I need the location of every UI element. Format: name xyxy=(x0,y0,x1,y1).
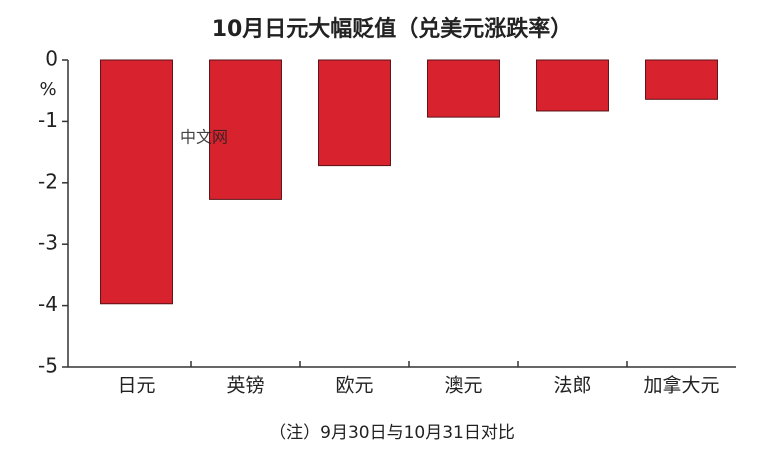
bar xyxy=(536,59,609,112)
x-tick-label: 澳元 xyxy=(444,375,482,397)
y-tick-label: -2 xyxy=(38,169,58,193)
bar xyxy=(318,59,391,167)
note: （注）9月30日与10月31日对比 xyxy=(269,423,515,443)
bar xyxy=(645,59,718,100)
x-tick-label: 加拿大元 xyxy=(643,374,719,397)
bar xyxy=(209,59,282,200)
x-tick-label: 英镑 xyxy=(226,375,264,397)
y-tick-label: -3 xyxy=(38,231,58,255)
chart-title: 10月日元大幅贬值（兑美元涨跌率） xyxy=(212,16,573,42)
x-tick-label: 法郎 xyxy=(553,375,591,397)
bar xyxy=(427,59,500,118)
x-tick-label: 日元 xyxy=(117,375,155,397)
y-tick-label: -5 xyxy=(38,354,58,378)
y-tick-label: -1 xyxy=(38,108,58,132)
y-tick-label: 0 xyxy=(45,47,58,71)
y-unit: % xyxy=(39,79,56,100)
watermark: 中文网 xyxy=(180,128,228,147)
x-tick-label: 欧元 xyxy=(335,375,373,397)
y-tick-label: -4 xyxy=(38,292,58,316)
bar xyxy=(100,59,173,305)
